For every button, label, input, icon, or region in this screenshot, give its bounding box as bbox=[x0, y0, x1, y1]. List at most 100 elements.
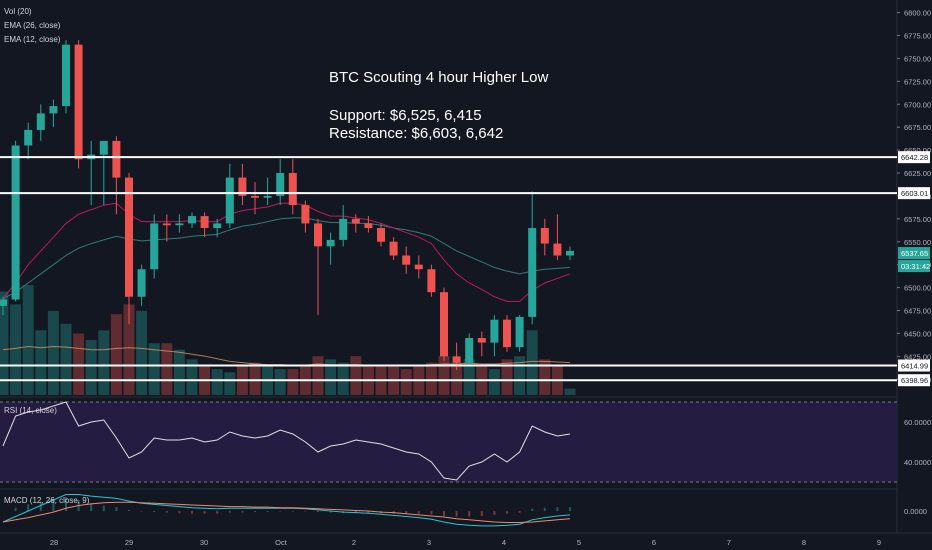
annotation-resistance[interactable]: Resistance: $6,603, 6,642 bbox=[329, 125, 503, 142]
candle-body[interactable] bbox=[225, 177, 234, 224]
legend-ema12[interactable]: EMA (12, close) bbox=[4, 35, 61, 44]
candle-body[interactable] bbox=[238, 177, 247, 196]
volume-bar bbox=[539, 359, 551, 395]
volume-bar bbox=[438, 356, 450, 395]
candle-body[interactable] bbox=[288, 173, 297, 206]
volume-bar bbox=[85, 340, 97, 395]
horizontal-levels[interactable] bbox=[0, 156, 897, 382]
candle-body[interactable] bbox=[251, 195, 259, 198]
candle-body[interactable] bbox=[125, 177, 133, 297]
annotation-support[interactable]: Support: $6,525, 6,415 bbox=[329, 107, 482, 124]
candle-body[interactable] bbox=[36, 113, 45, 130]
candle-body[interactable] bbox=[276, 173, 285, 196]
candle-body[interactable] bbox=[339, 218, 348, 240]
candle-body[interactable] bbox=[99, 140, 108, 155]
candle-body[interactable] bbox=[175, 223, 184, 226]
volume-bar bbox=[425, 362, 437, 395]
candle-body[interactable] bbox=[137, 269, 146, 297]
candle-body[interactable] bbox=[213, 223, 222, 228]
legend-macd[interactable]: MACD (12, 26, close, 9) bbox=[4, 496, 90, 505]
candle-body[interactable] bbox=[465, 338, 474, 363]
annotation-title[interactable]: BTC Scouting 4 hour Higher Low bbox=[329, 69, 548, 86]
candle-body[interactable] bbox=[188, 216, 196, 224]
candle-body[interactable] bbox=[503, 319, 511, 348]
ema12-line bbox=[2, 202, 571, 302]
volume-bar bbox=[337, 362, 349, 395]
volume-bar bbox=[463, 359, 475, 395]
time-tick-label: 4 bbox=[502, 538, 506, 547]
candle-body[interactable] bbox=[62, 44, 70, 107]
candle-body[interactable] bbox=[566, 250, 574, 256]
volume-bar bbox=[514, 356, 526, 395]
price-tick-label: 6425.00 bbox=[904, 352, 931, 361]
candle-body[interactable] bbox=[364, 223, 373, 228]
candle-body[interactable] bbox=[162, 223, 171, 226]
level-price-tag bbox=[898, 151, 930, 164]
price-tick-label: 6625.00 bbox=[904, 169, 931, 178]
time-axis[interactable]: 28 29 30 Oct 2 3 4 5 6 7 8 9 bbox=[50, 538, 881, 547]
price-tick-label: 6725.00 bbox=[904, 77, 931, 86]
candle-body[interactable] bbox=[74, 44, 83, 160]
volume-bar bbox=[0, 291, 9, 395]
countdown-tag bbox=[898, 260, 930, 273]
candle-body[interactable] bbox=[0, 299, 7, 306]
candle-body[interactable] bbox=[351, 218, 360, 224]
legend-rsi[interactable]: RSI (14, close) bbox=[4, 406, 57, 415]
candle-body[interactable] bbox=[553, 243, 562, 256]
candle-body[interactable] bbox=[427, 269, 436, 293]
volume-bar bbox=[488, 369, 500, 395]
level-price-label: 6642.28 bbox=[901, 153, 928, 162]
price-tick-label: 6500.00 bbox=[904, 284, 931, 293]
candle-body[interactable] bbox=[540, 228, 549, 244]
volume-bar bbox=[400, 369, 412, 395]
time-tick-label: 7 bbox=[727, 538, 731, 547]
volume-bar bbox=[173, 349, 185, 395]
candle-body[interactable] bbox=[11, 145, 20, 300]
candle-body[interactable] bbox=[326, 239, 335, 247]
candle-body[interactable] bbox=[402, 255, 411, 265]
candle-body[interactable] bbox=[200, 216, 209, 228]
candle-body[interactable] bbox=[301, 205, 310, 224]
candle-body[interactable] bbox=[49, 106, 58, 114]
candle-body[interactable] bbox=[263, 195, 272, 198]
candle-body[interactable] bbox=[490, 319, 499, 343]
volume-bar bbox=[249, 362, 261, 395]
macd-signal-line bbox=[2, 501, 571, 524]
volume-bar bbox=[98, 330, 110, 395]
time-tick-label: 28 bbox=[50, 538, 58, 547]
legend-ema26[interactable]: EMA (26, close) bbox=[4, 21, 61, 30]
volume-bar bbox=[22, 285, 34, 395]
candle-body[interactable] bbox=[377, 228, 385, 242]
level-price-tag bbox=[898, 374, 930, 387]
volume-bar bbox=[564, 388, 576, 395]
candle-body[interactable] bbox=[477, 338, 486, 343]
candle-body[interactable] bbox=[314, 223, 322, 247]
level-price-tag bbox=[898, 359, 930, 372]
volume-bar bbox=[47, 310, 59, 395]
candle-body[interactable] bbox=[24, 129, 33, 146]
ema26-line bbox=[2, 217, 571, 300]
candle-body[interactable] bbox=[414, 264, 423, 270]
volume-bar bbox=[224, 372, 236, 395]
volume-bar bbox=[148, 343, 160, 395]
candle-body[interactable] bbox=[515, 316, 524, 348]
candle-body[interactable] bbox=[440, 292, 448, 357]
level-price-tag bbox=[898, 187, 930, 200]
price-tick-label: 6675.00 bbox=[904, 123, 931, 132]
candle-body[interactable] bbox=[150, 223, 159, 270]
volume-bar bbox=[526, 330, 538, 395]
price-tick-label: 6575.00 bbox=[904, 215, 931, 224]
volume-bar bbox=[451, 362, 463, 395]
price-tick-label: 6550.00 bbox=[904, 238, 931, 247]
candles[interactable] bbox=[0, 40, 574, 371]
candle-body[interactable] bbox=[112, 140, 121, 178]
candle-body[interactable] bbox=[452, 356, 461, 363]
volume-bar bbox=[73, 333, 85, 395]
rsi-series-line bbox=[2, 401, 571, 481]
legend-vol[interactable]: Vol (20) bbox=[4, 7, 32, 16]
price-tick-label: 6450.00 bbox=[904, 329, 931, 338]
candle-body[interactable] bbox=[528, 228, 537, 317]
volume-bar bbox=[35, 330, 47, 395]
candle-body[interactable] bbox=[389, 241, 398, 256]
